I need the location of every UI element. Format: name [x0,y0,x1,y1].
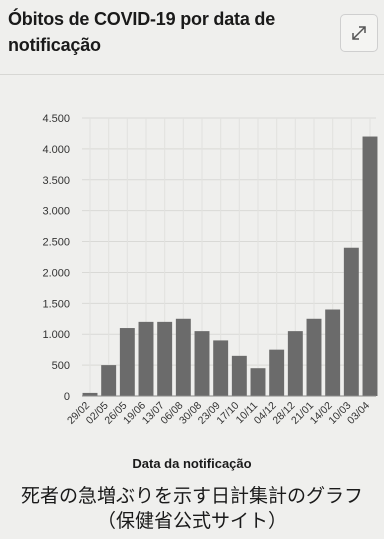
y-tick-label: 4.000 [42,144,70,156]
y-tick-label: 1.000 [42,329,70,341]
y-tick-label: 3.500 [42,175,70,187]
x-axis-label: Data da notificação [132,456,252,471]
bar [138,321,154,396]
bar [213,340,229,396]
deaths-bar-chart: 0 500 1.000 1.500 2.000 2.500 3.000 3.500 4.000 4… [42,113,378,427]
expand-arrows-icon [352,26,366,40]
bar [82,392,98,396]
bar [287,331,303,396]
bar [306,318,322,396]
bar [231,355,247,396]
y-tick-label: 0 [64,391,70,403]
y-tick-label: 2.500 [42,237,70,249]
chart-title: Óbitos de COVID-19 por data de notificaç… [8,9,276,55]
bar [119,328,135,396]
y-tick-label: 4.500 [42,113,70,125]
figure-caption: 死者の急増ぶりを示す日計集計のグラフ （保健省公式サイト） [0,484,384,534]
bar [101,365,117,396]
expand-button[interactable] [340,14,378,52]
bar [157,321,173,396]
bar [325,309,341,396]
bar [343,247,359,396]
caption-line-2: （保健省公式サイト） [96,510,287,532]
y-tick-label: 500 [52,360,70,372]
bar [269,349,285,396]
caption-line-1: 死者の急増ぶりを示す日計集計のグラフ [20,485,363,507]
bar [175,318,191,396]
bar [194,331,210,396]
y-tick-label: 3.000 [42,206,70,218]
bar [362,136,378,396]
y-tick-label: 2.000 [42,267,70,279]
y-tick-label: 1.500 [42,298,70,310]
title-divider [0,74,384,75]
x-tick-label: 03/04 [345,400,372,427]
bar [250,368,266,396]
